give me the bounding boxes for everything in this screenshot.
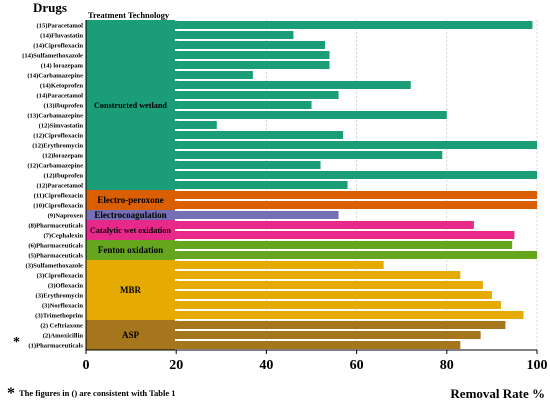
technology-band <box>86 210 175 220</box>
bar <box>175 151 443 159</box>
category-label: (14)Ciprofloxacin <box>33 42 83 49</box>
x-axis-label: Removal Rate % <box>450 386 545 401</box>
category-label: (13)Ibuprofen <box>44 102 84 109</box>
bar <box>175 121 217 129</box>
bar <box>175 301 501 309</box>
x-tick-label: 40 <box>259 358 273 373</box>
category-label: (2)Amoxicillin <box>43 332 84 339</box>
bar <box>175 161 321 169</box>
category-label: (12)Paracetamol <box>36 182 83 189</box>
technology-label: Constructed wetland <box>94 101 167 110</box>
bar <box>175 111 447 119</box>
category-label: (12)Simvastatin <box>39 122 84 129</box>
category-label: (6)Pharmaceuticals <box>28 242 83 249</box>
category-label: (14) lorazepam <box>41 62 84 69</box>
category-label: (12)Ibuprofen <box>44 172 84 179</box>
technology-band <box>86 220 175 240</box>
category-label: (3)Trimethoprim <box>35 312 83 319</box>
category-label: (3)Norfloxacin <box>42 302 83 309</box>
bar <box>175 141 537 149</box>
bar <box>175 221 474 229</box>
bar <box>175 101 312 109</box>
category-label: (3)Ciprofloxacin <box>37 272 84 279</box>
bar <box>175 311 524 319</box>
bar <box>175 291 492 299</box>
category-label: (3)Erythromycin <box>36 292 84 299</box>
category-label: (1)Pharmaceuticals <box>28 342 83 349</box>
x-tick-label: 0 <box>83 358 90 373</box>
bar <box>175 341 461 349</box>
technology-header: Treatment Technology <box>88 10 170 20</box>
bar <box>175 91 339 99</box>
category-label: (14)Carbamazepine <box>27 72 83 79</box>
category-label: (14)Sulfamethoxazole <box>22 52 83 59</box>
bar <box>175 181 348 189</box>
bar-layer <box>175 21 537 349</box>
technology-band-layer: Constructed wetland Electro-peroxone Elect… <box>86 20 175 350</box>
category-label: (12)Ciprofloxacin <box>33 132 83 139</box>
category-label: (2) Ceftriaxone <box>40 322 83 329</box>
category-label-layer: (15)Paracetamol (14)Fluvastatin (14)Ciprof… <box>22 22 83 349</box>
technology-band <box>86 240 175 260</box>
category-label: (14)Paracetamol <box>36 92 83 99</box>
technology-label: MBR <box>120 285 141 295</box>
category-label: (14)Ketoprofen <box>40 82 83 89</box>
bar <box>175 171 537 179</box>
bar <box>175 51 330 59</box>
technology-label: Electrocoagulation <box>94 210 166 220</box>
bar <box>175 231 515 239</box>
bar <box>175 251 537 259</box>
bar <box>175 271 461 279</box>
category-label: (3)Ofloxacin <box>48 282 83 289</box>
bar <box>175 331 481 339</box>
bar <box>175 71 253 79</box>
technology-band <box>86 190 175 210</box>
category-label: (13)Carbamazepine <box>27 112 83 119</box>
technology-label: Electro-peroxone <box>97 195 163 205</box>
category-label: (5)Pharmaceuticals <box>28 252 83 259</box>
category-label: (12)lorazepam <box>42 152 83 159</box>
bar <box>175 201 537 209</box>
category-label: (9)Naproxen <box>48 212 84 219</box>
bar <box>175 31 294 39</box>
bar <box>175 61 330 69</box>
footnote-text: The figures in () are consistent with Ta… <box>19 388 175 398</box>
x-tick-label: 20 <box>169 358 183 373</box>
technology-band <box>86 260 175 320</box>
category-label: (12)Carbamazepine <box>27 162 83 169</box>
bar <box>175 321 506 329</box>
x-tick-label: 60 <box>350 358 364 373</box>
bar <box>175 261 384 269</box>
bar <box>175 21 533 29</box>
category-label: (15)Paracetamol <box>36 22 83 29</box>
category-label: (12)Erythromycin <box>32 142 83 149</box>
bar <box>175 281 483 289</box>
technology-label: Fenton oxidation <box>98 245 163 255</box>
category-label: (10)Ciprofloxacin <box>33 202 83 209</box>
footnote-marker: * <box>7 385 15 402</box>
category-label: (8)Pharmaceuticals <box>28 222 83 229</box>
technology-label: Catalytic wet oxidation <box>90 226 171 235</box>
category-label: (7)Cephalexin <box>43 232 83 239</box>
x-tick-label: 100 <box>527 358 548 373</box>
bar <box>175 191 537 199</box>
technology-label: ASP <box>122 330 140 340</box>
x-tick-label: 80 <box>440 358 454 373</box>
bar <box>175 241 513 249</box>
footnote-marker-bottom-bar: * <box>13 335 20 350</box>
bar <box>175 211 339 219</box>
category-label: (14)Fluvastatin <box>40 32 83 39</box>
technology-band <box>86 320 175 350</box>
category-label: (3)Sulfamethoxazole <box>25 262 83 269</box>
category-label: (11)Ciprofloxacin <box>34 192 84 199</box>
bar <box>175 131 344 139</box>
bar <box>175 81 411 89</box>
bar <box>175 41 326 49</box>
chart-title: Drugs <box>33 0 67 15</box>
technology-band <box>86 20 175 190</box>
x-tick-layer: 0 20 40 60 80 100 <box>83 350 548 373</box>
